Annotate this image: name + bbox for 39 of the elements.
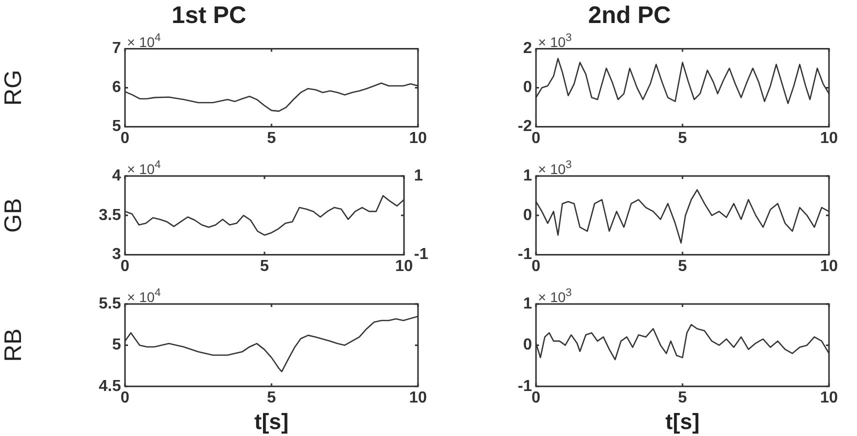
y-tick-label: 1	[523, 167, 532, 184]
x-tick-label: 5	[678, 258, 688, 275]
y-tick-label: 4.5	[98, 378, 122, 395]
x-tick-label: 5	[267, 130, 276, 147]
y-axis-title: GB	[0, 198, 28, 233]
chart-title: 1st PC	[172, 2, 246, 30]
x-tick-label: 10	[395, 258, 413, 275]
y-tick-label: 5	[112, 118, 122, 136]
y-tick-label: 5	[112, 336, 122, 354]
y2-tick-label: -1	[414, 246, 428, 264]
chart-title: 2nd PC	[588, 2, 671, 30]
y-axis-title: RB	[0, 328, 28, 362]
y-tick-label: 0	[523, 336, 532, 354]
y-tick-label: 2	[523, 40, 532, 58]
y-tick-label: 0	[523, 79, 532, 96]
y-tick-label: -1	[518, 378, 532, 395]
x-tick-label: 10	[820, 389, 838, 406]
x-tick-label: 5	[678, 389, 688, 406]
x-tick-label: 5	[267, 389, 276, 406]
y2-tick-label: 1	[414, 167, 423, 184]
y-tick-label: 5.5	[98, 295, 122, 312]
y-axis-title: RG	[0, 70, 28, 106]
y-tick-label: -2	[518, 118, 532, 136]
y-tick-label: -1	[518, 246, 532, 264]
x-tick-label: 5	[260, 258, 270, 275]
x-axis-title: t[s]	[254, 408, 289, 434]
x-tick-label: 10	[409, 130, 427, 147]
y-tick-label: 6	[112, 79, 122, 96]
y-tick-label: 3.5	[98, 206, 122, 224]
x-axis-title: t[s]	[665, 408, 700, 434]
y-tick-label: 1	[523, 295, 532, 312]
y-tick-label: 7	[112, 40, 122, 58]
x-tick-label: 10	[820, 258, 838, 275]
y-tick-label: 3	[112, 246, 122, 264]
y-tick-label: 0	[523, 206, 532, 224]
x-tick-label: 10	[820, 130, 838, 147]
x-tick-label: 5	[678, 130, 688, 147]
y-tick-label: 4	[112, 167, 122, 184]
x-tick-label: 10	[409, 389, 427, 406]
